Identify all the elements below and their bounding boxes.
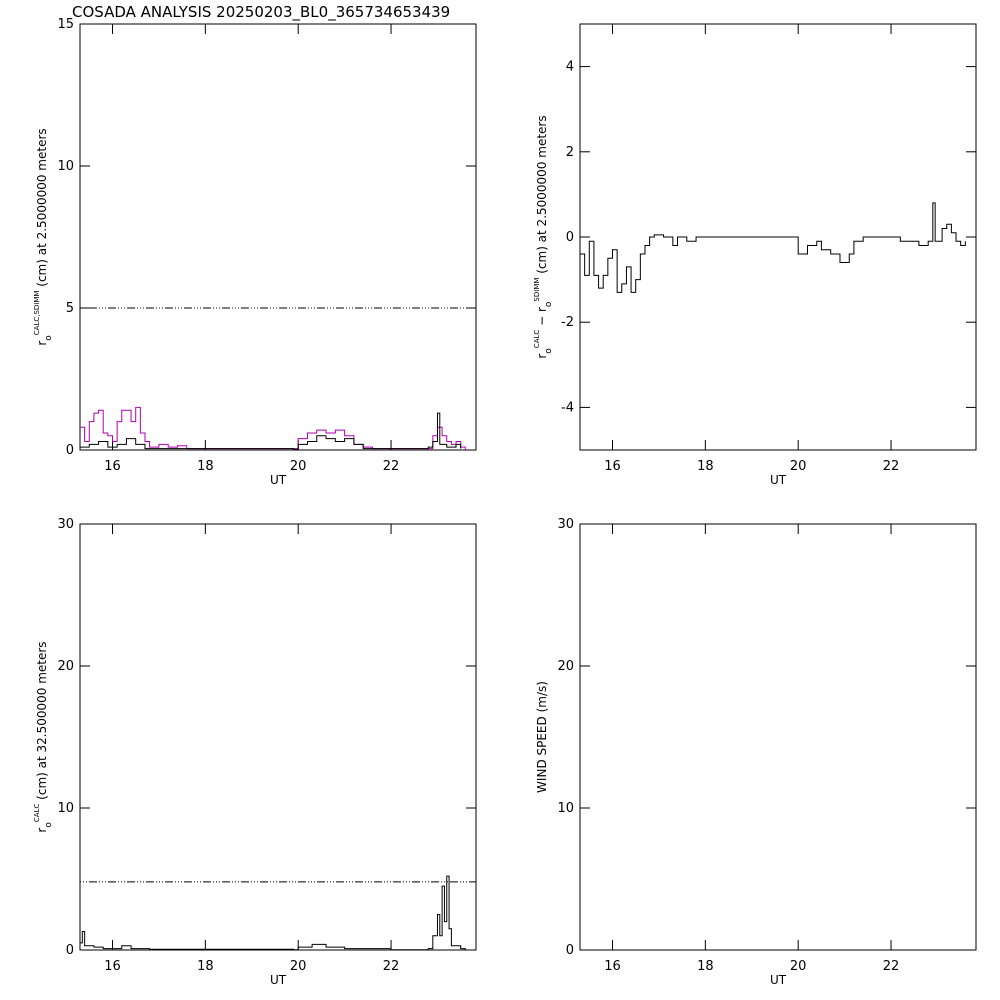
x-axis-label: UT <box>270 473 287 487</box>
y-axis-label: roCALC (cm) at 32.500000 meters <box>33 641 54 832</box>
x-axis-label: UT <box>770 473 787 487</box>
x-tick-label: 22 <box>883 459 900 474</box>
y-axis-label-part: r <box>35 341 49 346</box>
y-axis-label-part: o <box>44 822 54 828</box>
data-line <box>80 412 462 450</box>
y-tick-label: 0 <box>66 443 74 458</box>
plot-frame <box>79 523 477 951</box>
y-axis-label-part: o <box>544 348 554 354</box>
x-tick-label: 18 <box>697 959 714 974</box>
y-axis-label-part: (cm) at 32.500000 meters <box>35 641 49 803</box>
y-tick-label: 20 <box>557 659 574 674</box>
y-tick-label: 20 <box>57 659 74 674</box>
y-tick-label: 10 <box>57 801 74 816</box>
x-tick-label: 16 <box>104 959 121 974</box>
y-tick-label: 5 <box>66 301 74 316</box>
plot-frame <box>579 523 977 951</box>
y-axis-label-part: r <box>35 828 49 833</box>
x-tick-label: 20 <box>290 459 307 474</box>
y-axis-label-part: WIND SPEED (m/s) <box>535 681 549 793</box>
y-tick-label: 30 <box>557 517 574 532</box>
y-axis-label: roCALC,SDIMM (cm) at 2.5000000 meters <box>33 128 54 345</box>
x-tick-label: 16 <box>604 959 621 974</box>
x-tick-label: 20 <box>790 959 807 974</box>
y-axis-label-part: CALC,SDIMM <box>33 291 41 336</box>
x-tick-label: 18 <box>197 459 214 474</box>
y-axis-label-part: (cm) at 2.5000000 meters <box>35 128 49 290</box>
x-tick-label: 22 <box>383 459 400 474</box>
y-tick-label: -4 <box>561 400 574 415</box>
data-line <box>580 202 966 293</box>
x-tick-label: 16 <box>104 459 121 474</box>
y-axis-label-part: CALC <box>33 804 41 823</box>
y-tick-label: 30 <box>57 517 74 532</box>
y-tick-label: 10 <box>57 159 74 174</box>
x-tick-label: 20 <box>290 959 307 974</box>
plot-frame <box>79 23 477 451</box>
y-axis-label-part: − r <box>535 307 549 330</box>
y-axis-label-part: CALC <box>533 330 541 349</box>
y-tick-label: 4 <box>566 60 574 75</box>
y-axis-label-part: o <box>44 335 54 341</box>
chart-title: COSADA ANALYSIS 20250203_BL0_36573465343… <box>72 3 450 22</box>
y-axis-label-part: SDIMM <box>533 278 541 302</box>
y-tick-label: -2 <box>561 315 574 330</box>
x-tick-label: 20 <box>790 459 807 474</box>
y-axis-label: roCALC − roSDIMM (cm) at 2.5000000 meter… <box>533 115 554 358</box>
y-tick-label: 15 <box>57 17 74 32</box>
x-tick-label: 18 <box>197 959 214 974</box>
x-axis-label: UT <box>770 973 787 987</box>
y-axis-label-part: o <box>544 301 554 307</box>
y-tick-label: 2 <box>566 145 574 160</box>
x-tick-label: 22 <box>883 959 900 974</box>
y-axis-label-part: (cm) at 2.5000000 meters <box>535 115 549 277</box>
x-axis-label: UT <box>270 973 287 987</box>
panel: COSADA ANALYSIS 20250203_BL0_36573465343… <box>33 3 477 487</box>
data-line <box>80 406 466 450</box>
x-tick-label: 18 <box>697 459 714 474</box>
x-tick-label: 16 <box>604 459 621 474</box>
y-tick-label: 0 <box>566 943 574 958</box>
y-axis-label-part: r <box>535 354 549 359</box>
y-tick-label: 10 <box>557 801 574 816</box>
y-axis-label: WIND SPEED (m/s) <box>535 681 549 793</box>
panel: 16 18 20 22 0 10 20 30 UT WIND SPEED (m/s) <box>535 517 977 987</box>
data-line <box>80 875 466 951</box>
x-tick-label: 22 <box>383 959 400 974</box>
y-tick-label: 0 <box>566 230 574 245</box>
panel: 16 18 20 22 0 10 20 30 UT roCALC (cm) at 32.50000… <box>33 517 477 987</box>
y-tick-label: 0 <box>66 943 74 958</box>
